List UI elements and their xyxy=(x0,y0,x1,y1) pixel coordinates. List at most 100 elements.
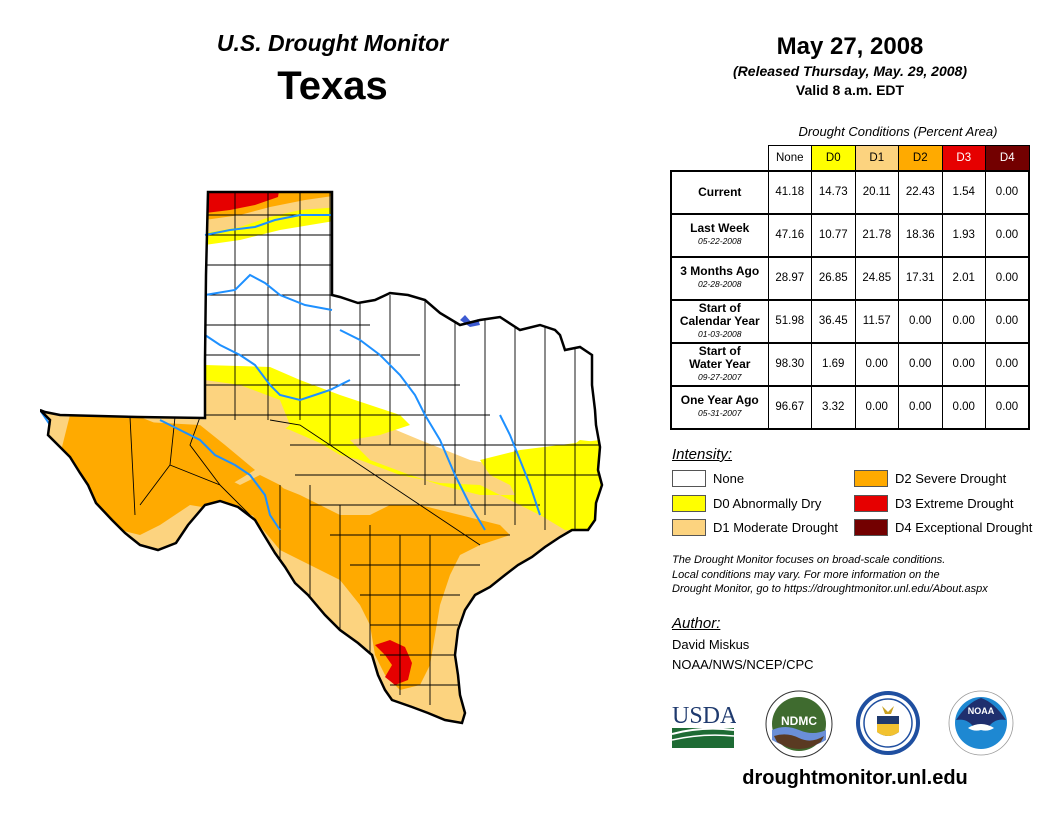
cell-d0: 3.32 xyxy=(811,385,856,429)
area-d2-trans-pecos xyxy=(110,420,255,485)
cell-d4: 0.00 xyxy=(985,385,1030,429)
table-row: Start of Water Year 09-27-2007 98.30 1.69 0.0… xyxy=(670,342,1030,386)
row-label-line1: Start of xyxy=(698,300,741,315)
col-header-d4: D4 xyxy=(985,145,1030,171)
legend-item-d3: D3 Extreme Drought xyxy=(854,495,1014,512)
disclaimer-note: The Drought Monitor focuses on broad-sca… xyxy=(672,553,1042,597)
table-row: One Year Ago 05-31-2007 96.67 3.32 0.00 0.00 0… xyxy=(670,385,1030,429)
red-river-prairie-dog-fork xyxy=(204,273,333,311)
row-label-line2: Water Year xyxy=(689,356,751,371)
author-name: David Miskus xyxy=(672,637,750,652)
brazos-river-upper xyxy=(204,334,351,402)
table-header-row: None D0 D1 D2 D3 D4 xyxy=(671,145,1030,171)
legend-item-d2: D2 Severe Drought xyxy=(854,470,1006,487)
row-label: Start of Calendar Year 01-03-2008 xyxy=(670,299,769,343)
ndmc-logo: NDMC xyxy=(765,690,833,758)
cell-d0: 1.69 xyxy=(811,342,856,386)
pecos-rio-grande-river xyxy=(159,419,281,531)
lake-texoma xyxy=(460,315,480,327)
cell-d2: 22.43 xyxy=(898,170,943,214)
cell-d2: 18.36 xyxy=(898,213,943,257)
cell-d4: 0.00 xyxy=(985,213,1030,257)
cell-d3: 1.54 xyxy=(941,170,986,214)
cell-d1: 0.00 xyxy=(854,385,899,429)
row-date: 01-03-2008 xyxy=(698,328,742,339)
row-date: 05-31-2007 xyxy=(698,408,742,418)
brazos-river xyxy=(339,329,486,531)
row-label: One Year Ago 05-31-2007 xyxy=(670,385,769,429)
cell-none: 41.18 xyxy=(767,170,812,214)
col-header-d2: D2 xyxy=(898,145,943,171)
col-header-d1: D1 xyxy=(854,145,899,171)
header-blank xyxy=(671,146,768,171)
cell-none: 47.16 xyxy=(767,213,812,257)
cell-none: 96.67 xyxy=(767,385,812,429)
map-title: U.S. Drought Monitor xyxy=(216,30,449,56)
cell-d1: 20.11 xyxy=(854,170,899,214)
legend-item-d0: D0 Abnormally Dry xyxy=(672,495,821,512)
cell-d1: 0.00 xyxy=(854,342,899,386)
legend-label-none: None xyxy=(713,471,745,486)
row-label: 3 Months Ago 02-28-2008 xyxy=(670,256,769,300)
drought-conditions-table: None D0 D1 D2 D3 D4 Current 41.18 14.73 20.… xyxy=(670,145,1030,430)
legend-item-d4: D4 Exceptional Drought xyxy=(854,519,1032,536)
cell-none: 51.98 xyxy=(767,299,812,343)
row-date: 09-27-2007 xyxy=(698,371,742,382)
col-header-d3: D3 xyxy=(941,145,986,171)
drought-areas xyxy=(40,192,602,723)
author-org: NOAA/NWS/NCEP/CPC xyxy=(672,657,814,672)
cell-d0: 14.73 xyxy=(811,170,856,214)
cell-d3: 0.00 xyxy=(941,385,986,429)
area-d3-panhandle xyxy=(205,192,280,213)
row-date: 02-28-2008 xyxy=(698,279,742,289)
cell-d0: 10.77 xyxy=(811,213,856,257)
row-label: Start of Water Year 09-27-2007 xyxy=(670,342,769,386)
cell-d4: 0.00 xyxy=(985,299,1030,343)
row-date: 05-22-2008 xyxy=(698,236,742,246)
cell-d3: 0.00 xyxy=(941,342,986,386)
cell-d2: 0.00 xyxy=(898,299,943,343)
legend-title: Intensity: xyxy=(672,446,733,463)
table-row: Current 41.18 14.73 20.11 22.43 1.54 0.00 xyxy=(670,170,1030,214)
valid-time: Valid 8 a.m. EDT xyxy=(795,82,905,98)
note-line-3: Drought Monitor, go to https://droughtmo… xyxy=(672,583,988,595)
cell-d0: 36.45 xyxy=(811,299,856,343)
area-d0-east xyxy=(480,440,600,530)
cell-d2: 0.00 xyxy=(898,342,943,386)
legend-swatch-d3 xyxy=(854,495,888,512)
legend-item-d1: D1 Moderate Drought xyxy=(672,519,838,536)
table-body: Current 41.18 14.73 20.11 22.43 1.54 0.00 Last … xyxy=(670,170,1030,429)
area-d3-south xyxy=(375,640,412,685)
cell-d4: 0.00 xyxy=(985,256,1030,300)
legend-swatch-d1 xyxy=(672,519,706,536)
row-label-line1: Start of xyxy=(698,343,741,358)
legend-item-none: None xyxy=(672,470,744,487)
cell-d4: 0.00 xyxy=(985,170,1030,214)
county-lines xyxy=(129,192,600,705)
cell-d1: 24.85 xyxy=(854,256,899,300)
site-url[interactable]: droughtmonitor.unl.edu xyxy=(742,767,968,789)
usda-logo-text: USDA xyxy=(672,703,736,729)
table-row: 3 Months Ago 02-28-2008 28.97 26.85 24.85 17.… xyxy=(670,256,1030,300)
legend-label-d1: D1 Moderate Drought xyxy=(713,520,839,535)
noaa-logo: NOAA xyxy=(948,690,1014,756)
area-d0-central xyxy=(205,365,602,530)
cell-d3: 1.93 xyxy=(941,213,986,257)
texas-drought-map xyxy=(40,185,665,745)
canadian-river xyxy=(204,214,332,236)
cell-d3: 0.00 xyxy=(941,299,986,343)
table-row: Last Week 05-22-2008 47.16 10.77 21.78 18.36 1… xyxy=(670,213,1030,257)
row-label-line1: 3 Months Ago xyxy=(680,264,760,278)
rivers xyxy=(40,214,541,531)
cell-d3: 2.01 xyxy=(941,256,986,300)
row-label-line1: One Year Ago xyxy=(680,393,759,407)
cell-d0: 26.85 xyxy=(811,256,856,300)
cell-d2: 0.00 xyxy=(898,385,943,429)
usda-logo: USDA xyxy=(672,703,736,748)
ndmc-logo-text: NDMC xyxy=(781,714,817,728)
title-block: U.S. Drought Monitor Texas xyxy=(150,28,515,112)
legend-swatch-none xyxy=(672,470,706,487)
row-label-line2: Calendar Year xyxy=(679,313,760,328)
row-label: Current xyxy=(670,170,769,214)
map-date: May 27, 2008 xyxy=(776,33,924,60)
